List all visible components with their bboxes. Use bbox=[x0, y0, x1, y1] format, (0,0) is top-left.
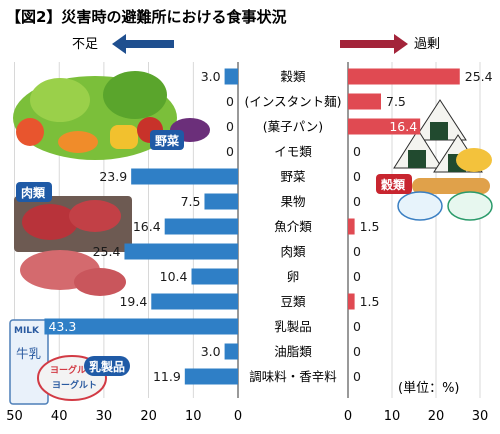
meat-badge: 肉類 bbox=[21, 185, 46, 200]
category-label: 豆類 bbox=[280, 294, 306, 309]
right-value-label: 7.5 bbox=[386, 94, 406, 109]
category-label: 油脂類 bbox=[274, 344, 312, 359]
left-value-label: 25.4 bbox=[93, 244, 121, 259]
category-label: 野菜 bbox=[280, 169, 306, 184]
category-label: 乳製品 bbox=[274, 319, 312, 334]
category-label: イモ類 bbox=[274, 144, 312, 159]
category-label: 穀類 bbox=[280, 69, 306, 84]
yogurt-cup-label: ヨーグルト bbox=[52, 379, 97, 391]
right-tick-label: 10 bbox=[384, 409, 401, 424]
category-label: 卵 bbox=[287, 269, 300, 284]
vegetables-badge: 野菜 bbox=[155, 133, 179, 148]
right-value-label: 0 bbox=[353, 319, 361, 334]
left-bar bbox=[191, 268, 238, 285]
unit-note: (単位：%) bbox=[398, 380, 460, 396]
left-tick-label: 50 bbox=[6, 409, 23, 424]
left-bar bbox=[124, 243, 238, 260]
yogurt-label: ヨーグルト bbox=[50, 364, 95, 376]
milk-carton-label: 牛乳 bbox=[16, 346, 41, 361]
left-value-label: 11.9 bbox=[153, 369, 181, 384]
right-value-label: 1.5 bbox=[360, 294, 380, 309]
left-value-label: 0 bbox=[226, 144, 234, 159]
left-tick-label: 10 bbox=[185, 409, 202, 424]
left-value-label: 23.9 bbox=[99, 169, 127, 184]
right-tick-label: 0 bbox=[344, 409, 352, 424]
left-tick-label: 40 bbox=[51, 409, 68, 424]
left-value-label: 0 bbox=[226, 94, 234, 109]
left-value-label: 0 bbox=[226, 119, 234, 134]
left-bar bbox=[224, 68, 238, 85]
right-value-label: 0 bbox=[353, 194, 361, 209]
category-label: (菓子パン) bbox=[263, 119, 323, 134]
right-value-label: 16.4 bbox=[389, 119, 417, 134]
left-bar bbox=[224, 343, 238, 360]
right-value-label: 0 bbox=[353, 369, 361, 384]
left-direction-label: 不足 bbox=[72, 37, 98, 52]
right-tick-label: 30 bbox=[472, 409, 489, 424]
right-bar bbox=[348, 118, 421, 135]
right-arrow bbox=[340, 34, 408, 54]
chart-title: 【図2】災害時の避難所における食事状況 bbox=[6, 8, 286, 26]
left-bar bbox=[184, 368, 238, 385]
right-value-label: 0 bbox=[353, 344, 361, 359]
right-value-label: 1.5 bbox=[360, 219, 380, 234]
right-value-label: 25.4 bbox=[465, 69, 493, 84]
right-value-label: 0 bbox=[353, 269, 361, 284]
left-bar bbox=[204, 193, 238, 210]
left-bar bbox=[151, 293, 238, 310]
right-bar bbox=[348, 218, 355, 235]
category-label: 魚介類 bbox=[274, 219, 312, 234]
category-label: 果物 bbox=[280, 194, 305, 209]
left-value-label: 3.0 bbox=[201, 344, 221, 359]
right-tick-label: 20 bbox=[428, 409, 445, 424]
right-bar bbox=[348, 293, 355, 310]
left-bar bbox=[131, 168, 238, 185]
left-value-label: 16.4 bbox=[133, 219, 161, 234]
left-value-label: 10.4 bbox=[160, 269, 188, 284]
category-label: 調味料・香辛料 bbox=[249, 369, 337, 384]
right-value-label: 0 bbox=[353, 244, 361, 259]
left-tick-label: 30 bbox=[96, 409, 113, 424]
right-direction-label: 過剰 bbox=[414, 37, 440, 52]
right-bar bbox=[348, 93, 381, 110]
meat-illustration: 肉類 bbox=[14, 182, 132, 296]
dairy-illustration: MILK 牛乳 ヨーグルト ヨーグルト 乳製品 bbox=[9, 319, 130, 405]
dairy-badge: 乳製品 bbox=[89, 359, 125, 374]
vegetables-illustration: 野菜 bbox=[13, 71, 210, 160]
category-label: (インスタント麺) bbox=[244, 94, 341, 109]
right-value-label: 0 bbox=[353, 169, 361, 184]
left-tick-label: 0 bbox=[234, 409, 242, 424]
left-value-label: 7.5 bbox=[181, 194, 201, 209]
left-value-label: 3.0 bbox=[201, 69, 221, 84]
left-bar bbox=[44, 318, 238, 335]
category-label: 肉類 bbox=[280, 244, 306, 259]
left-value-label: 19.4 bbox=[119, 294, 147, 309]
right-value-label: 0 bbox=[353, 144, 361, 159]
milk-label: MILK bbox=[14, 326, 40, 336]
left-arrow bbox=[112, 34, 174, 54]
left-tick-label: 20 bbox=[140, 409, 157, 424]
grains-badge: 穀類 bbox=[381, 177, 406, 192]
left-value-label: 43.3 bbox=[48, 319, 76, 334]
grains-illustration: 穀類 bbox=[376, 99, 493, 221]
left-bar bbox=[164, 218, 238, 235]
right-bar bbox=[348, 68, 460, 85]
